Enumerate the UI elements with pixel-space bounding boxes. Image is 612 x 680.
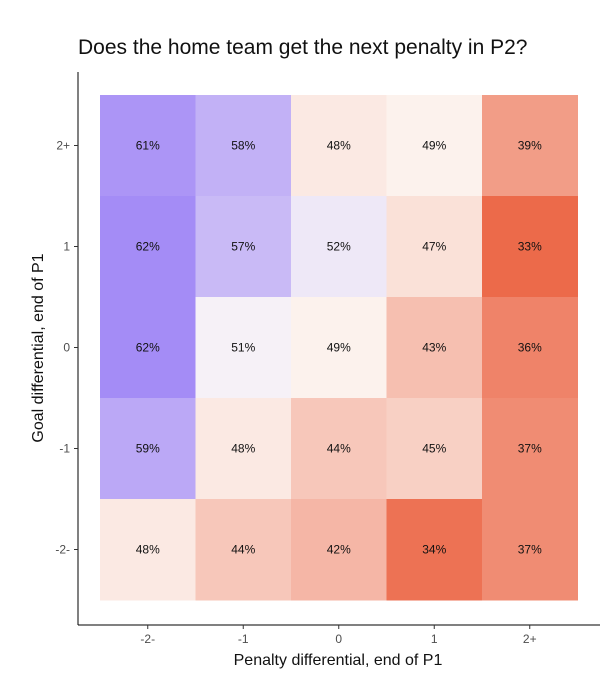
heatmap-cell: [482, 95, 578, 197]
y-tick-label: 2+: [56, 139, 70, 153]
cell-value-label: 62%: [136, 341, 160, 355]
heatmap-cell: [482, 398, 578, 500]
y-tick-label: -1: [59, 442, 70, 456]
heatmap-cells: [100, 95, 578, 601]
cell-value-label: 59%: [136, 442, 160, 456]
heatmap-cell: [386, 398, 483, 500]
heatmap-cell: [291, 499, 387, 601]
cell-value-label: 43%: [422, 341, 446, 355]
cell-value-label: 44%: [327, 442, 351, 456]
heatmap-cell: [386, 297, 483, 399]
x-tick-label: -2-: [140, 632, 155, 646]
cell-value-label: 51%: [231, 341, 255, 355]
cell-value-label: 37%: [518, 543, 542, 557]
cell-value-label: 48%: [136, 543, 160, 557]
heatmap-cell: [291, 297, 387, 399]
heatmap-cell: [291, 196, 387, 298]
x-tick-label: 0: [335, 632, 342, 646]
y-axis-ticks: 2+ 1 0 -1 -2-: [55, 139, 78, 557]
cell-value-label: 48%: [327, 139, 351, 153]
cell-value-label: 44%: [231, 543, 255, 557]
heatmap-cell: [195, 398, 292, 500]
cell-value-label: 58%: [231, 139, 255, 153]
cell-value-label: 52%: [327, 240, 351, 254]
heatmap-cell: [482, 499, 578, 601]
heatmap-cell: [291, 95, 387, 197]
heatmap-cell: [195, 196, 292, 298]
cell-value-label: 34%: [422, 543, 446, 557]
cell-value-label: 49%: [327, 341, 351, 355]
cell-value-label: 42%: [327, 543, 351, 557]
heatmap-cell: [100, 95, 196, 197]
x-axis-title: Penalty differential, end of P1: [234, 652, 443, 669]
cell-value-label: 61%: [136, 139, 160, 153]
cell-value-label: 33%: [518, 240, 542, 254]
heatmap-cell: [100, 196, 196, 298]
heatmap-cell: [386, 499, 483, 601]
cell-value-labels: 61% 58% 48% 49% 39% 62% 57% 52% 47% 33% 62% 51% 49% 4…: [136, 139, 542, 557]
heatmap-cell: [291, 398, 387, 500]
cell-value-label: 57%: [231, 240, 255, 254]
heatmap-cell: [386, 95, 483, 197]
heatmap-cell: [100, 499, 196, 601]
chart-title: Does the home team get the next penalty …: [78, 36, 528, 59]
cell-value-label: 62%: [136, 240, 160, 254]
x-tick-label: 1: [431, 632, 438, 646]
x-axis-ticks: -2- -1 0 1 2+: [140, 625, 537, 646]
cell-value-label: 49%: [422, 139, 446, 153]
x-tick-label: 2+: [523, 632, 537, 646]
y-tick-label: 0: [63, 341, 70, 355]
cell-value-label: 45%: [422, 442, 446, 456]
heatmap-cell: [482, 196, 578, 298]
heatmap-cell: [100, 398, 196, 500]
cell-value-label: 39%: [518, 139, 542, 153]
x-tick-label: -1: [238, 632, 249, 646]
cell-value-label: 36%: [518, 341, 542, 355]
heatmap-cell: [195, 297, 292, 399]
heatmap-cell: [386, 196, 483, 298]
y-tick-label: -2-: [55, 543, 70, 557]
heatmap-cell: [195, 499, 292, 601]
cell-value-label: 47%: [422, 240, 446, 254]
y-axis-title: Goal differential, end of P1: [30, 253, 47, 442]
heatmap-cell: [100, 297, 196, 399]
cell-value-label: 48%: [231, 442, 255, 456]
cell-value-label: 37%: [518, 442, 542, 456]
heatmap-cell: [482, 297, 578, 399]
y-tick-label: 1: [63, 240, 70, 254]
heatmap-cell: [195, 95, 292, 197]
